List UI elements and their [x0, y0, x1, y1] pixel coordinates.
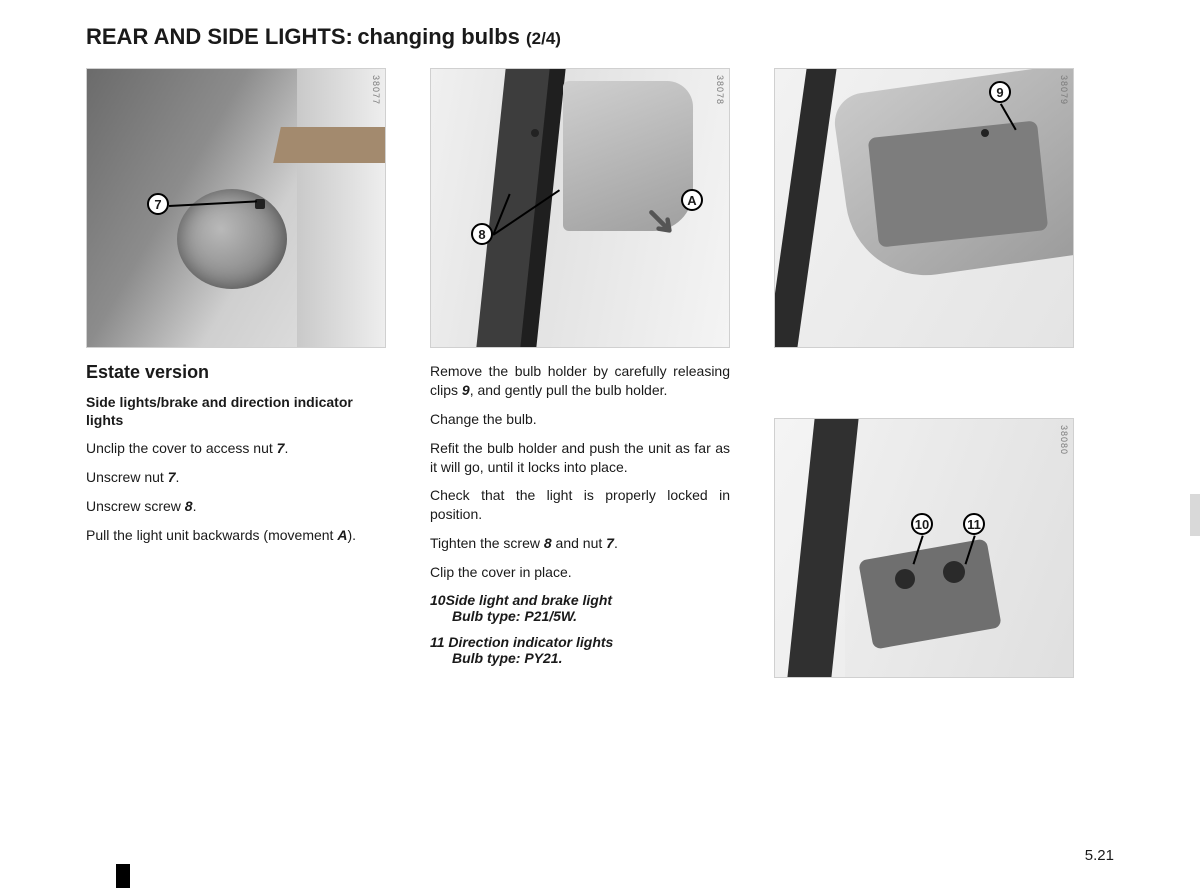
- page-title-row: REAR AND SIDE LIGHTS: changing bulbs (2/…: [86, 24, 1114, 50]
- ref-7: 7: [606, 535, 614, 551]
- content-columns: 7 38077 Estate version Side lights/brake…: [86, 68, 1114, 678]
- section-subhead: Side lights/brake and direction indicato…: [86, 393, 386, 429]
- spec-bulb: Bulb type: P21/5W.: [430, 608, 730, 624]
- text: .: [176, 469, 180, 485]
- step-check-lock: Check that the light is properly locked …: [430, 486, 730, 524]
- spec-title: Side light and brake light: [446, 592, 612, 608]
- callout-9: 9: [989, 81, 1011, 103]
- callout-11: 11: [963, 513, 985, 535]
- side-thumb-tab: [1190, 494, 1200, 536]
- page-title-sub: changing bulbs: [357, 24, 526, 49]
- page-title-counter: (2/4): [526, 29, 561, 48]
- column-left: 7 38077 Estate version Side lights/brake…: [86, 68, 386, 678]
- footer-black-tab: [116, 864, 130, 888]
- text: .: [193, 498, 197, 514]
- step-unscrew-nut: Unscrew nut 7.: [86, 468, 386, 487]
- ref-8: 8: [185, 498, 193, 514]
- figure-1: 7 38077: [86, 68, 386, 348]
- spec-bulb: Bulb type: PY21.: [430, 650, 730, 666]
- text: Pull the light unit backwards (movement: [86, 527, 337, 543]
- text: ).: [347, 527, 356, 543]
- step-unscrew-screw: Unscrew screw 8.: [86, 497, 386, 516]
- ref-11: 11: [430, 634, 445, 650]
- callout-8: 8: [471, 223, 493, 245]
- step-change-bulb: Change the bulb.: [430, 410, 730, 429]
- ref-10: 10: [430, 592, 446, 608]
- spec-10: 10Side light and brake light Bulb type: …: [430, 592, 730, 624]
- column-right: 9 38079 10 11 38080: [774, 68, 1074, 678]
- figure-4: 10 11 38080: [774, 418, 1074, 678]
- text: Tighten the screw: [430, 535, 544, 551]
- section-subtitle: Estate version: [86, 362, 386, 383]
- ref-9: 9: [462, 382, 470, 398]
- step-pull-unit: Pull the light unit backwards (movement …: [86, 526, 386, 545]
- spec-11: 11 Direction indicator lights Bulb type:…: [430, 634, 730, 666]
- callout-7: 7: [147, 193, 169, 215]
- step-unclip: Unclip the cover to access nut 7.: [86, 439, 386, 458]
- ref-7: 7: [168, 469, 176, 485]
- figure-3-ref: 38079: [1059, 75, 1069, 105]
- ref-8: 8: [544, 535, 552, 551]
- figure-4-ref: 38080: [1059, 425, 1069, 455]
- figure-3: 9 38079: [774, 68, 1074, 348]
- figure-2-ref: 38078: [715, 75, 725, 105]
- figure-1-ref: 38077: [371, 75, 381, 105]
- movement-arrow-icon: [646, 207, 682, 248]
- ref-A: A: [337, 527, 347, 543]
- callout-10: 10: [911, 513, 933, 535]
- text: Unscrew nut: [86, 469, 168, 485]
- text: Unclip the cover to access nut: [86, 440, 277, 456]
- text: .: [614, 535, 618, 551]
- step-clip-cover: Clip the cover in place.: [430, 563, 730, 582]
- step-refit: Refit the bulb holder and push the unit …: [430, 439, 730, 477]
- text: , and gently pull the bulb holder.: [470, 382, 668, 398]
- manual-page: REAR AND SIDE LIGHTS: changing bulbs (2/…: [0, 0, 1200, 678]
- page-title-main: REAR AND SIDE LIGHTS:: [86, 24, 353, 49]
- column-middle: 8 A 38078 Remove the bulb holder by care…: [430, 68, 730, 678]
- figure-2: 8 A 38078: [430, 68, 730, 348]
- step-remove-holder: Remove the bulb holder by carefully rele…: [430, 362, 730, 400]
- spec-title: Direction indicator lights: [445, 634, 614, 650]
- page-number: 5.21: [1085, 847, 1114, 864]
- text: .: [284, 440, 288, 456]
- callout-A: A: [681, 189, 703, 211]
- step-tighten: Tighten the screw 8 and nut 7.: [430, 534, 730, 553]
- text: and nut: [552, 535, 607, 551]
- text: Unscrew screw: [86, 498, 185, 514]
